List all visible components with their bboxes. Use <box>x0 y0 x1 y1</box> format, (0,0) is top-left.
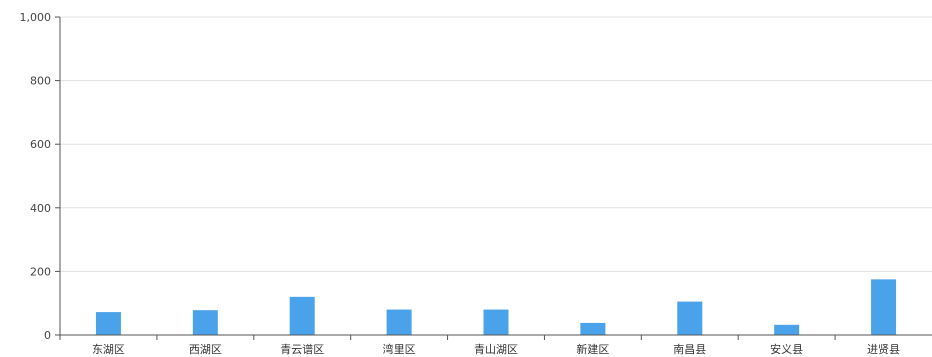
x-tick-label: 西湖区 <box>189 343 222 356</box>
x-tick-label: 青山湖区 <box>474 343 518 356</box>
x-tick-label: 湾里区 <box>383 342 416 356</box>
bar <box>95 312 121 335</box>
bar <box>192 310 218 335</box>
x-tick-label: 安义县 <box>770 342 803 356</box>
x-tick-label: 青云谱区 <box>280 342 324 356</box>
y-tick-label: 1,000 <box>20 11 52 24</box>
x-tick-label: 新建区 <box>576 342 609 356</box>
bar <box>483 309 509 335</box>
y-tick-label: 0 <box>44 329 51 342</box>
bar <box>871 279 897 335</box>
x-axis: 东湖区 西湖区 青云谱区 湾里区 青山湖区 新建区 南昌县 安义县 进贤县 <box>59 334 932 356</box>
x-tick-label: 东湖区 <box>92 343 125 356</box>
y-tick-label: 200 <box>30 265 51 278</box>
x-tick-label: 南昌县 <box>673 343 706 356</box>
bar <box>677 301 703 335</box>
bar <box>580 322 606 335</box>
bar <box>774 324 800 335</box>
y-tick-label: 400 <box>30 202 51 215</box>
bar <box>289 296 315 335</box>
gridlines <box>60 16 932 272</box>
bars <box>95 279 897 335</box>
bar <box>386 309 412 335</box>
y-axis: 0 200 400 600 800 1,000 <box>20 11 61 342</box>
y-tick-label: 800 <box>30 75 51 88</box>
y-tick-label: 600 <box>30 138 51 151</box>
x-tick-label: 进贤县 <box>867 343 900 356</box>
